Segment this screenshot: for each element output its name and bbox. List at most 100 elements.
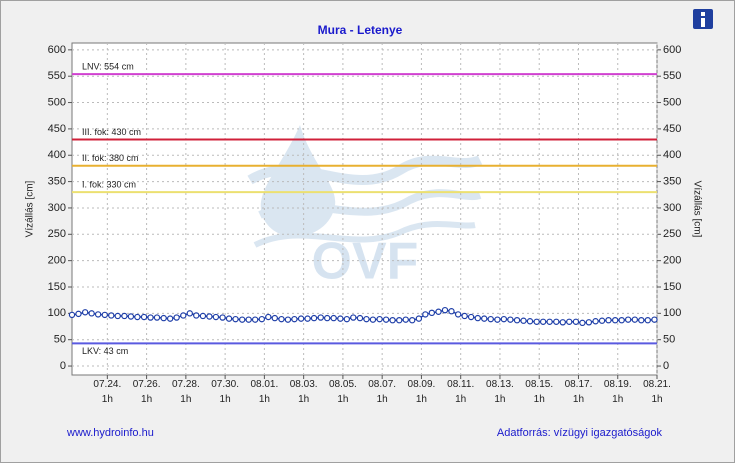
y2-tick-label: 300 xyxy=(663,202,681,214)
data-point xyxy=(500,315,508,323)
data-point xyxy=(605,316,612,324)
data-point xyxy=(317,314,324,321)
data-point xyxy=(369,316,377,323)
info-icon[interactable] xyxy=(693,9,713,29)
data-point xyxy=(553,318,560,325)
x-tick-label: 08.05. 1h xyxy=(328,379,357,405)
data-point xyxy=(435,308,442,315)
data-point xyxy=(238,316,246,323)
data-point xyxy=(644,316,651,324)
chart-title: Mura - Letenye xyxy=(318,23,403,37)
data-point xyxy=(212,313,220,321)
data-point xyxy=(448,308,455,315)
data-point xyxy=(310,314,318,322)
y-tick-label: 250 xyxy=(48,228,66,240)
data-point xyxy=(219,314,226,321)
reference-label: III. fok: 430 cm xyxy=(82,127,141,137)
reference-label: LKV: 43 cm xyxy=(82,346,128,356)
y-tick-label: 450 xyxy=(48,123,66,135)
data-point xyxy=(350,314,357,321)
data-point xyxy=(494,316,501,323)
data-point xyxy=(624,316,632,323)
data-point xyxy=(140,313,148,321)
data-point xyxy=(579,319,586,327)
data-point xyxy=(428,309,436,317)
data-point xyxy=(232,315,239,323)
data-point xyxy=(134,313,141,321)
x-tick-label: 08.11. 1h xyxy=(447,379,475,405)
x-tick-label: 07.28. 1h xyxy=(171,379,200,405)
data-point xyxy=(396,316,403,324)
y2-axis-label: Vízállás [cm] xyxy=(691,181,702,238)
data-point xyxy=(409,316,416,324)
data-point xyxy=(108,312,115,319)
y-tick-label: 0 xyxy=(60,360,66,372)
x-tick-label: 07.30. 1h xyxy=(211,379,240,405)
data-point xyxy=(337,315,344,322)
data-point xyxy=(330,314,337,322)
x-tick-label: 08.03. 1h xyxy=(289,379,318,405)
x-tick-label: 07.24. 1h xyxy=(93,379,122,405)
data-point xyxy=(94,311,102,318)
data-point xyxy=(474,314,481,322)
y2-tick-label: 350 xyxy=(663,176,681,188)
data-point xyxy=(487,315,494,323)
watermark-logo xyxy=(247,125,483,248)
y-tick-label: 200 xyxy=(48,255,66,267)
data-point xyxy=(559,319,566,326)
data-point xyxy=(638,316,645,324)
data-point xyxy=(278,315,285,323)
reference-label: LNV: 554 cm xyxy=(82,61,134,71)
data-point xyxy=(284,316,292,323)
data-point xyxy=(592,318,599,325)
data-point xyxy=(481,315,488,322)
data-point xyxy=(651,316,658,323)
y2-tick-label: 50 xyxy=(663,334,675,346)
y-tick-label: 50 xyxy=(54,334,66,346)
data-point xyxy=(75,310,82,318)
y-tick-label: 500 xyxy=(48,96,66,108)
y2-tick-label: 150 xyxy=(663,281,681,293)
data-point xyxy=(520,317,527,324)
data-point xyxy=(304,315,311,322)
data-point xyxy=(422,311,429,318)
data-point xyxy=(114,312,121,320)
x-tick-label: 07.26. 1h xyxy=(132,379,161,405)
y2-tick-label: 0 xyxy=(663,360,669,372)
data-point xyxy=(271,314,278,322)
data-point xyxy=(193,312,200,319)
data-point xyxy=(598,317,606,324)
watermark: OVF xyxy=(312,233,419,291)
data-point xyxy=(121,312,128,320)
data-point xyxy=(88,310,95,317)
data-point xyxy=(251,316,259,323)
data-point xyxy=(324,314,331,322)
footer-link[interactable]: www.hydroinfo.hu xyxy=(66,427,154,439)
data-point xyxy=(297,315,305,322)
data-point xyxy=(631,316,639,323)
y2-tick-label: 250 xyxy=(663,228,681,240)
y2-tick-label: 550 xyxy=(663,70,681,82)
y-tick-label: 350 xyxy=(48,176,66,188)
y2-tick-label: 100 xyxy=(663,307,681,319)
data-point xyxy=(389,316,396,324)
data-point xyxy=(291,315,298,323)
data-point xyxy=(225,315,233,322)
y-axis-label: Vízállás [cm] xyxy=(25,180,36,237)
y-tick-label: 400 xyxy=(48,149,66,161)
y-tick-label: 150 xyxy=(48,281,66,293)
footer-source: Adatforrás: vízügyi igazgatóságok xyxy=(497,427,663,439)
reference-label: I. fok: 330 cm xyxy=(82,180,136,190)
data-point xyxy=(585,319,593,326)
data-point xyxy=(526,318,534,325)
data-point xyxy=(572,318,580,325)
data-point xyxy=(461,312,468,320)
data-point xyxy=(356,314,364,322)
x-tick-label: 08.13. 1h xyxy=(486,379,514,405)
y2-tick-label: 450 xyxy=(663,123,681,135)
data-point xyxy=(402,316,409,323)
data-point xyxy=(265,313,272,321)
data-point xyxy=(382,316,390,323)
data-point xyxy=(101,311,108,319)
data-point xyxy=(415,315,423,322)
